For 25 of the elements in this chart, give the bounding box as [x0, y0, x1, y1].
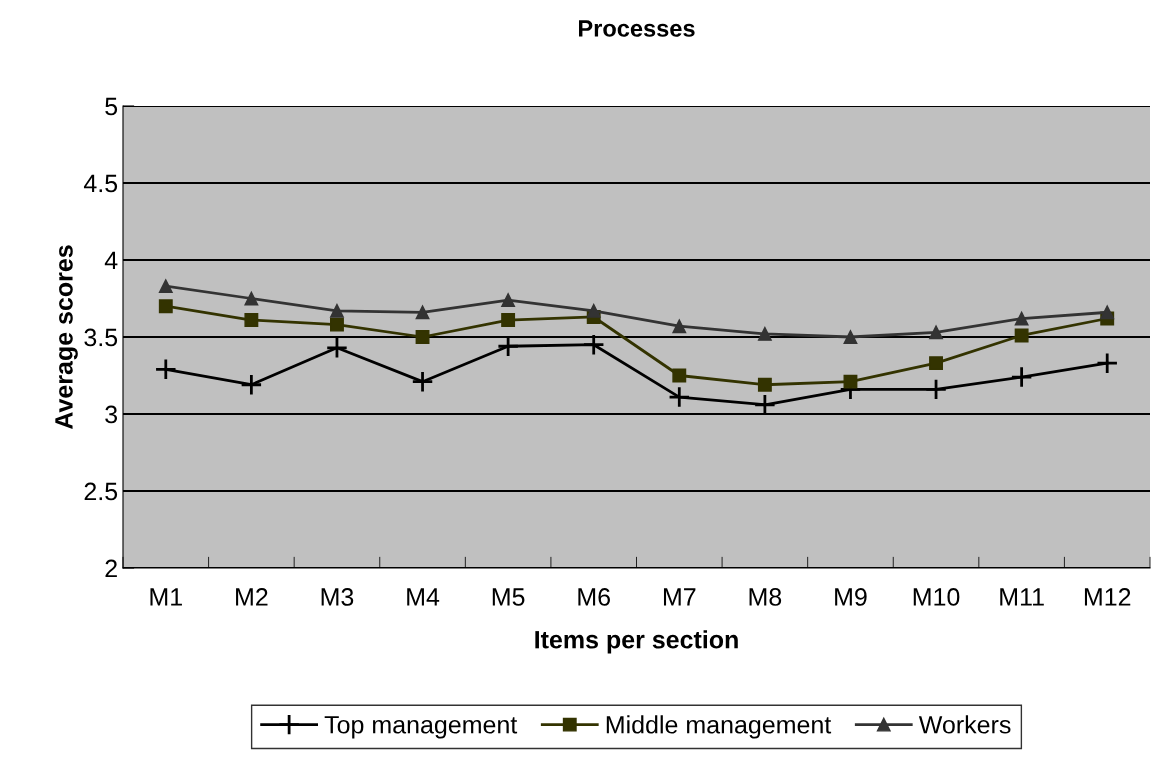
y-axis-title: Average scores [55, 245, 78, 430]
chart-title: Processes [579, 20, 695, 37]
x-tick-label: M5 [492, 588, 525, 606]
x-tick-label: M9 [835, 588, 867, 606]
x-tick-label: M11 [1000, 588, 1044, 606]
x-tick-label: M10 [913, 588, 960, 606]
legend-label: Middle management [606, 715, 832, 739]
x-tick-label: M12 [1084, 588, 1131, 606]
y-tick-label: 4 [104, 251, 118, 270]
y-tick-label: 2.5 [84, 482, 118, 501]
legend-label: Workers [918, 715, 1011, 734]
y-tick-label: 3 [105, 405, 118, 424]
x-axis-title: Items per section [535, 630, 738, 654]
y-tick-label: 2 [105, 559, 117, 578]
x-tick-label: M7 [663, 588, 696, 606]
x-tick-label: M1 [150, 588, 182, 606]
y-tick-label: 5 [105, 97, 118, 116]
x-tick-label: M2 [236, 588, 268, 606]
x-tick-label: M8 [749, 588, 782, 606]
x-tick-label: M6 [578, 588, 610, 606]
legend-label: Top management [324, 716, 518, 739]
x-tick-label: M4 [407, 588, 440, 606]
x-tick-label: M3 [321, 588, 354, 606]
y-tick-label: 4.5 [83, 174, 118, 193]
y-tick-label: 3.5 [84, 328, 118, 347]
